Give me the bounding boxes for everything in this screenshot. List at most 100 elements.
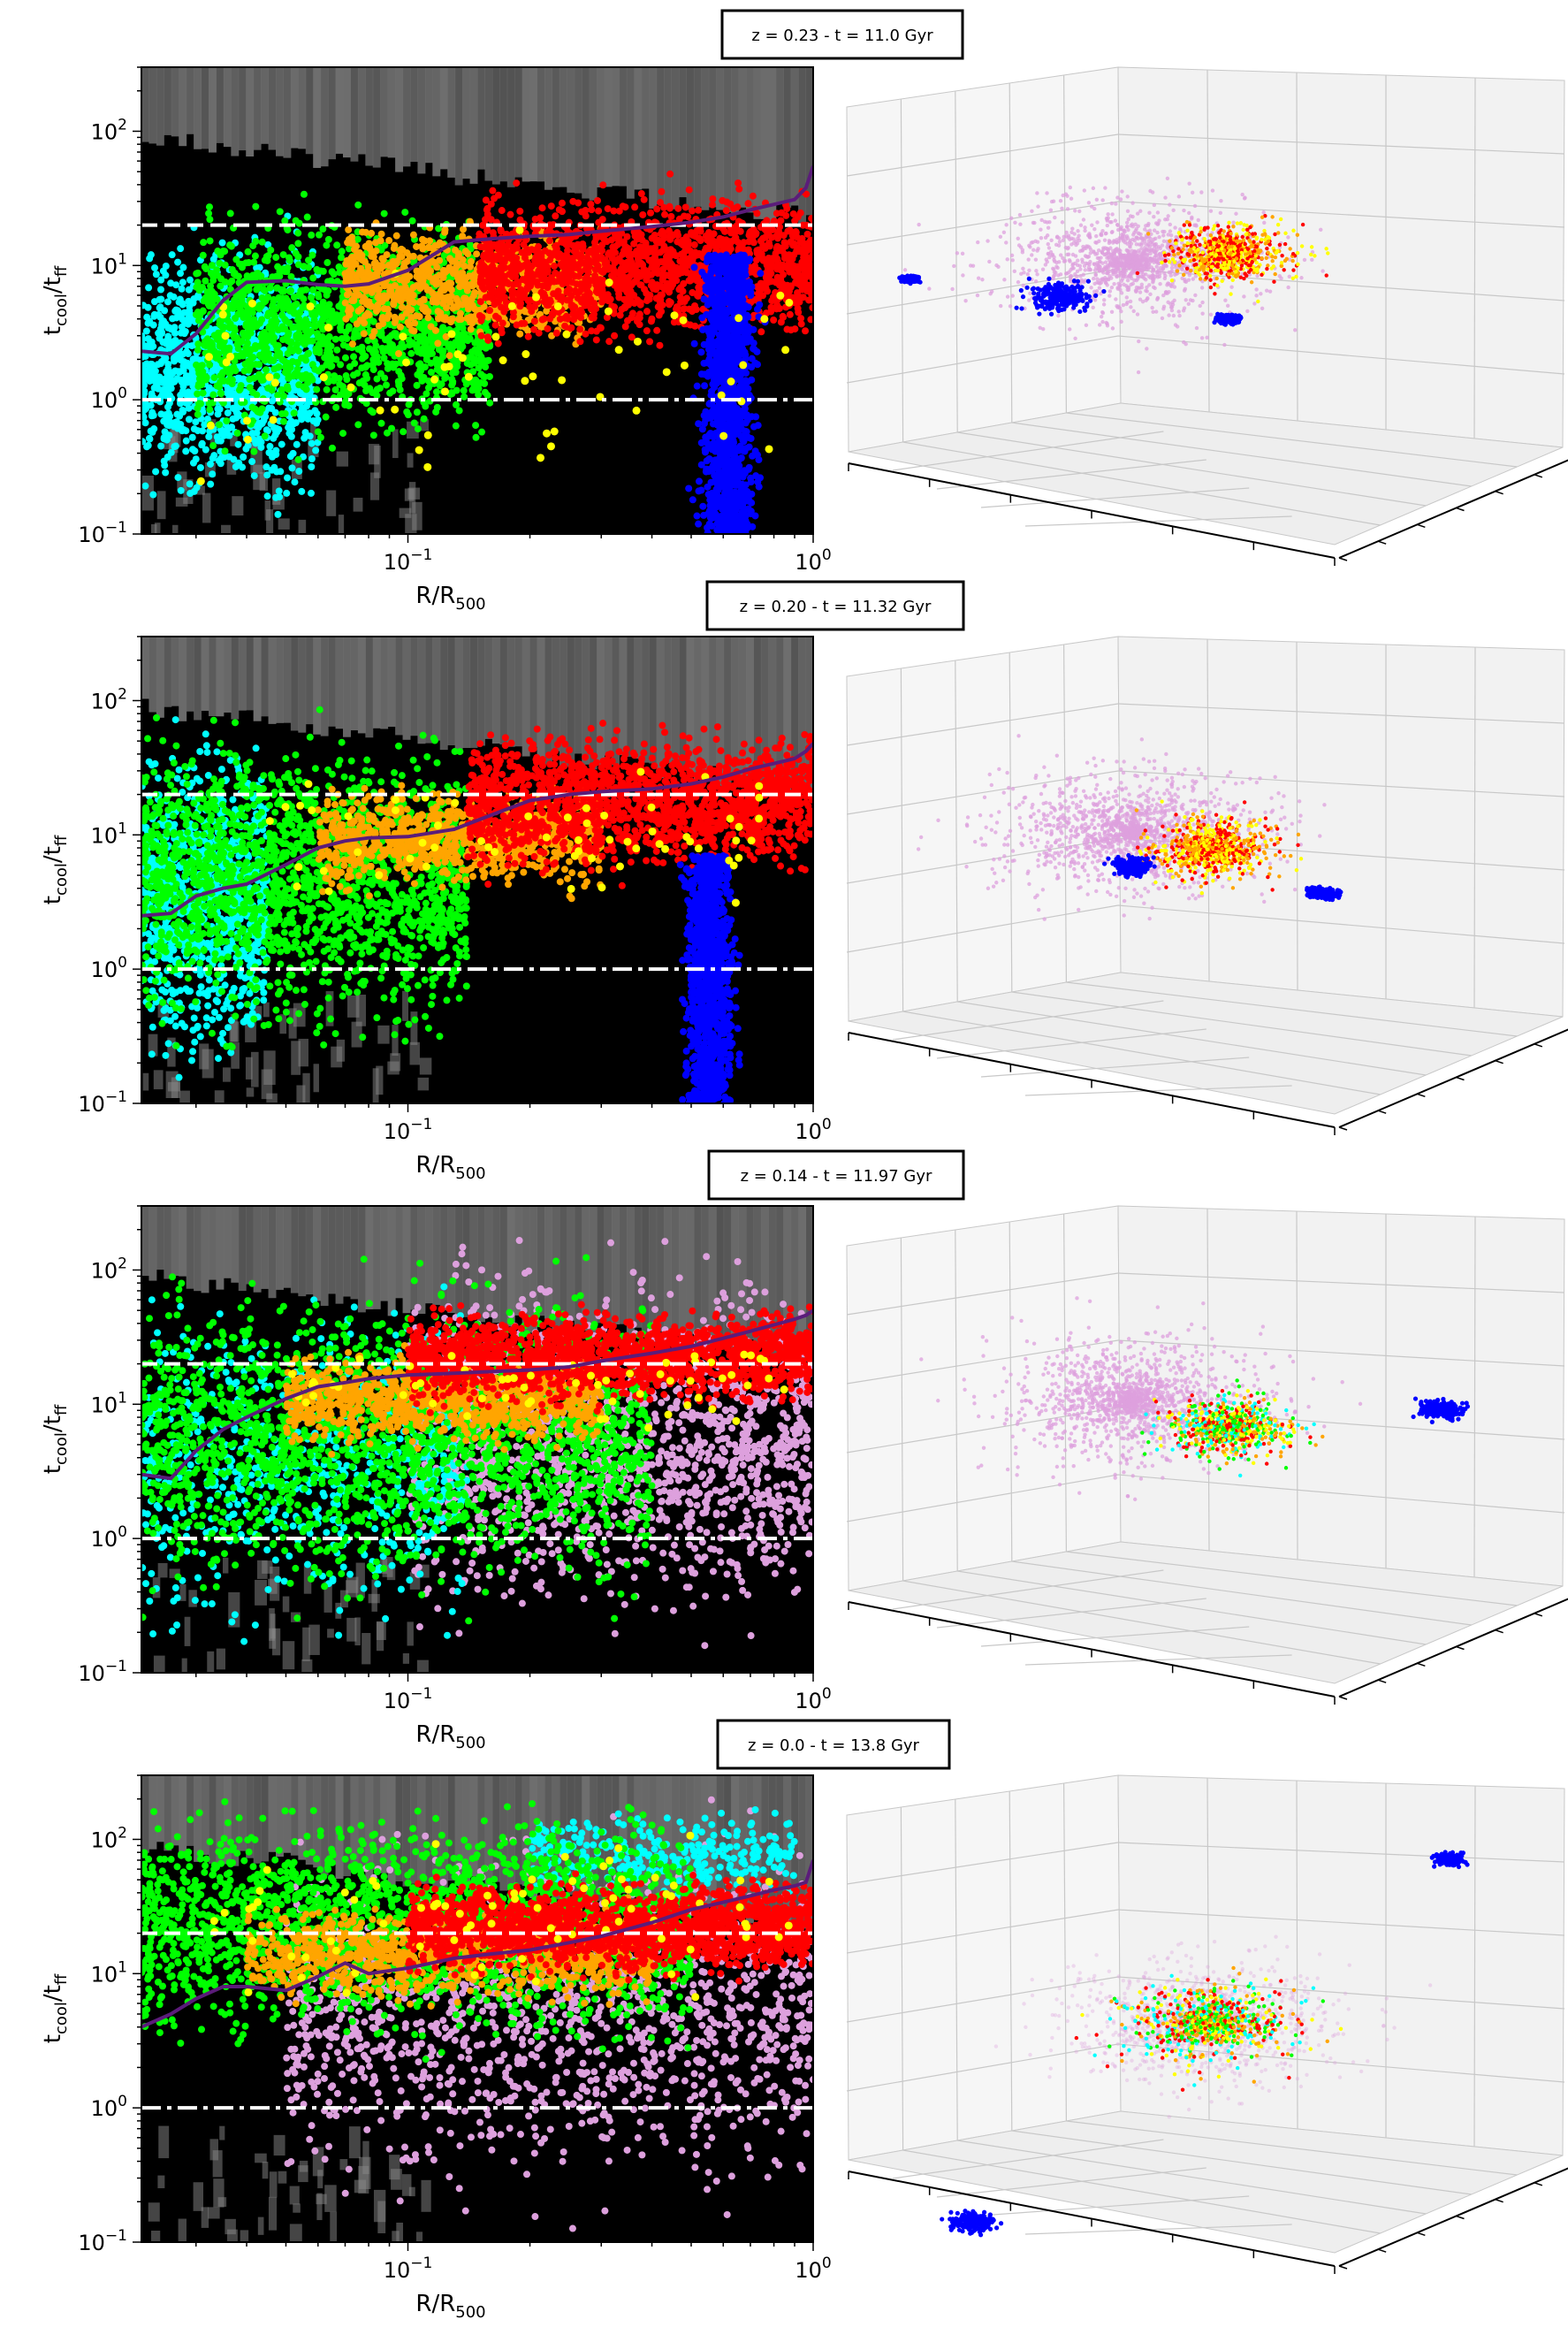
histogram-bin [686, 67, 695, 210]
scatter-point [188, 433, 196, 441]
histogram-bin [559, 67, 567, 187]
scatter-point [240, 454, 247, 462]
scatter-point [385, 237, 393, 245]
scatter-point [430, 296, 438, 304]
histogram-bin [671, 67, 680, 210]
scatter-point [425, 273, 433, 281]
histogram-bin [326, 490, 337, 516]
histogram-bin [701, 67, 710, 210]
scatter-point [331, 335, 339, 343]
histogram-bin [268, 67, 277, 150]
histogram-bin [148, 67, 157, 144]
scatter-point [208, 262, 216, 270]
scatter-point [395, 349, 403, 357]
scatter-point [381, 374, 389, 382]
histogram-bin [432, 67, 441, 177]
scatter-point [359, 297, 367, 305]
scatter-point [192, 418, 200, 426]
histogram-bin [664, 67, 673, 207]
scatter-point [604, 205, 612, 213]
scatter-point [249, 354, 257, 362]
scatter-point [219, 369, 227, 377]
scatter-point [477, 332, 485, 340]
scatter-point [199, 251, 207, 259]
scatter-point [157, 442, 165, 450]
scatter-point [156, 313, 164, 321]
scatter-point [148, 412, 156, 420]
scatter-point [195, 375, 203, 383]
scatter-point [261, 432, 269, 440]
histogram-bin [574, 67, 582, 194]
scatter-point [266, 442, 274, 450]
scatter-point [194, 269, 202, 277]
scatter-point [682, 294, 690, 302]
scatter-point [194, 340, 202, 348]
scatter-point [141, 381, 147, 389]
scatter-point [263, 256, 271, 264]
scatter-point [460, 386, 468, 394]
scatter-point [305, 256, 313, 264]
scatter-point [539, 259, 547, 267]
scatter-point [230, 455, 238, 463]
scatter-point [398, 303, 406, 311]
scatter-point [381, 282, 389, 290]
scatter-point [342, 333, 350, 341]
scatter-point [199, 307, 207, 315]
histogram-bin [514, 67, 523, 178]
scatter-point [289, 324, 297, 332]
scatter-point [220, 431, 228, 439]
scatter-point [413, 381, 421, 389]
scatter-point [569, 197, 577, 205]
scatter-point [246, 308, 254, 316]
scatter-point [166, 292, 174, 300]
scatter-point [285, 430, 293, 438]
scatter-point [360, 352, 368, 360]
scatter-point [674, 204, 682, 212]
scatter-point [328, 444, 336, 452]
scatter-point [179, 263, 187, 271]
scatter-point [400, 428, 407, 436]
scatter-point [364, 263, 372, 271]
scatter-point [685, 186, 693, 194]
scatter-point [538, 316, 546, 324]
scatter-point [323, 291, 331, 299]
scatter-point [218, 239, 226, 247]
histogram-bin [216, 67, 225, 143]
scatter-point [468, 348, 476, 356]
scatter-point [182, 447, 190, 455]
scatter-point [354, 421, 362, 429]
scatter-point [333, 241, 341, 249]
histogram-bin [656, 67, 665, 205]
scatter-point [309, 286, 317, 294]
scatter-point [162, 320, 170, 328]
scatter-point [623, 244, 631, 252]
histogram-bin [805, 67, 813, 216]
scatter-point [498, 207, 506, 215]
scatter-point [498, 248, 506, 256]
histogram-bin [223, 67, 232, 148]
scatter-point [487, 216, 495, 224]
scatter-point [141, 410, 147, 418]
scatter-point [234, 440, 242, 448]
scatter-point [770, 317, 778, 324]
histogram-bin [387, 67, 396, 158]
scatter-point [324, 349, 332, 357]
scatter-point [279, 392, 287, 400]
scatter-point [309, 274, 317, 282]
scatter-point [201, 421, 209, 429]
scatter-point [253, 271, 261, 279]
scatter-point [172, 306, 180, 314]
scatter-point [284, 226, 292, 234]
scatter-point [186, 362, 194, 370]
scatter-point [153, 380, 161, 388]
scatter-point [328, 316, 336, 324]
scatter-point [308, 337, 316, 345]
scatter-point [233, 429, 241, 437]
scatter-point [390, 244, 398, 252]
scatter-point [341, 354, 349, 362]
scatter-point [261, 286, 269, 294]
histogram-bin [202, 492, 211, 523]
scatter-point [453, 386, 461, 394]
